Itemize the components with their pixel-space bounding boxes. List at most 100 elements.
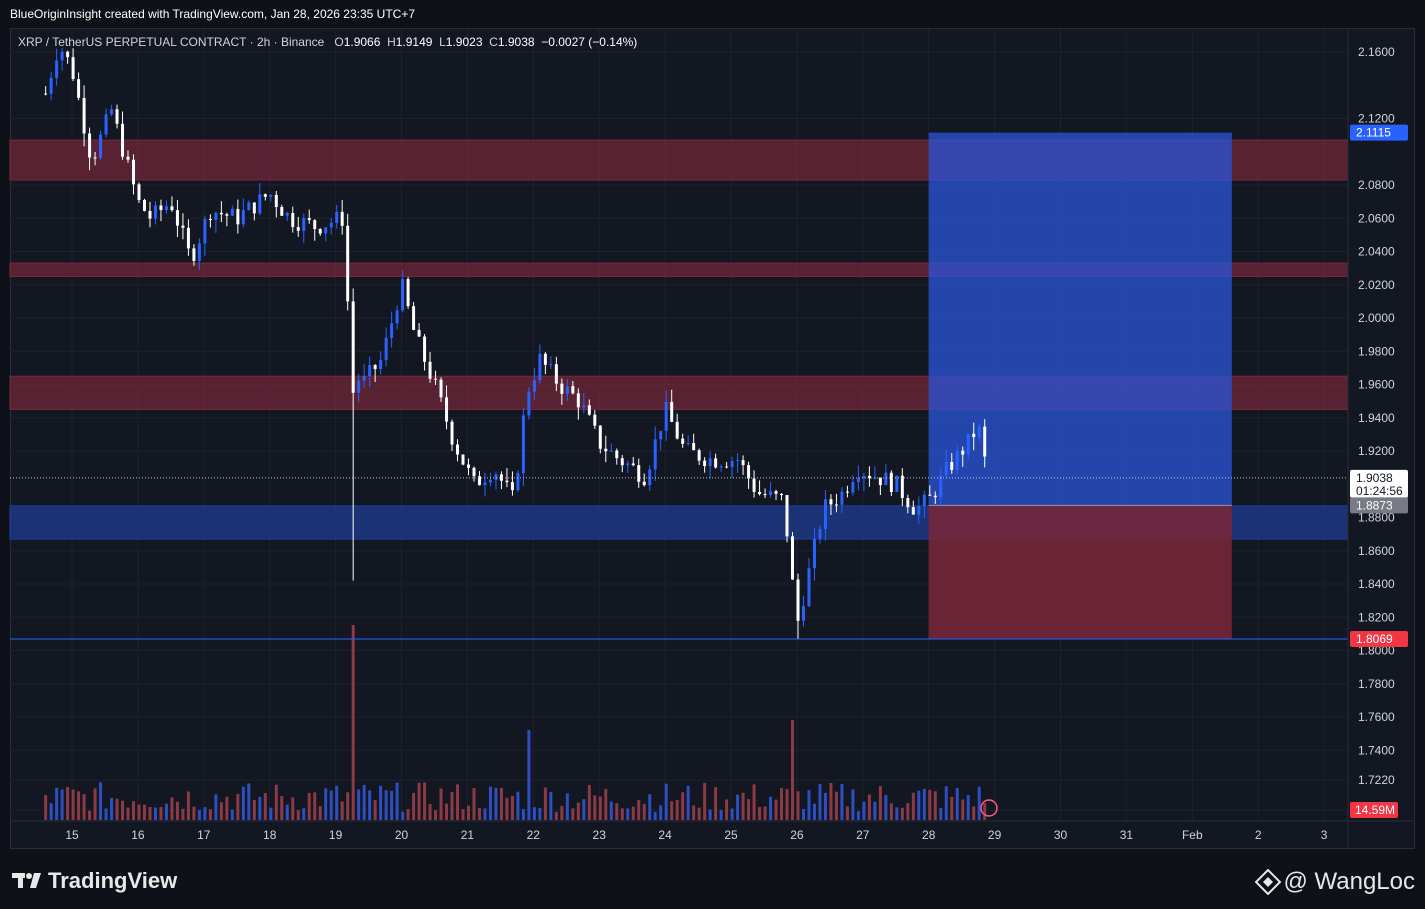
candle-body: [384, 337, 388, 360]
price-tick-label: 2.0600: [1358, 211, 1395, 225]
candle-body: [763, 494, 767, 496]
tradingview-brand[interactable]: TradingView: [48, 868, 178, 893]
price-tick-label: 1.7600: [1358, 710, 1395, 724]
volume-bar: [291, 797, 295, 820]
candle-body: [626, 463, 630, 466]
candle-body: [576, 393, 580, 408]
volume-bar: [834, 791, 838, 820]
volume-bar: [494, 787, 498, 820]
volume-bar: [197, 809, 201, 820]
volume-bar: [851, 789, 855, 820]
candle-body: [708, 458, 712, 467]
volume-bar: [862, 801, 866, 820]
candle-body: [153, 205, 157, 219]
volume-bar: [549, 791, 553, 820]
volume-bar: [609, 801, 613, 820]
volume-bar: [714, 787, 718, 820]
candle-body: [807, 568, 811, 607]
volume-bar: [450, 792, 454, 820]
volume-badge-bg: [1350, 802, 1398, 818]
time-tick-label: 18: [263, 828, 277, 842]
candle-body: [302, 217, 306, 231]
candlestick-chart[interactable]: 2.1600 2.1200 2.0800 2.0600 2.0400 2.0200 2.00…: [0, 0, 1425, 850]
candle-body: [132, 159, 136, 185]
price-tick-label: 2.0800: [1358, 178, 1395, 192]
stop-price-badge: 1.8069: [1356, 632, 1393, 646]
volume-bar: [631, 806, 635, 820]
candle-body: [928, 494, 932, 496]
volume-bar: [873, 801, 877, 820]
volume-bar: [346, 792, 350, 820]
symbol-legend: XRP / TetherUS PERPETUAL CONTRACT · 2h ·…: [18, 35, 637, 49]
target-price-badge: 2.1115: [1356, 126, 1391, 140]
time-tick-label: 30: [1054, 828, 1068, 842]
candle-body: [730, 461, 734, 468]
candle-body: [445, 397, 449, 422]
volume-bar: [686, 785, 690, 820]
candle-body: [291, 213, 295, 228]
target-price-badge-bg: [1350, 124, 1408, 141]
volume-bar: [565, 793, 569, 820]
volume-bar: [538, 807, 542, 820]
volume-bar: [527, 730, 531, 820]
candle-body: [406, 279, 410, 307]
last-price-badge-countdown: 01:24:56: [1356, 484, 1403, 498]
candle-body: [362, 375, 366, 381]
time-tick-label: 20: [395, 828, 409, 842]
volume-bar: [423, 782, 427, 820]
volume-bar: [208, 809, 212, 820]
candle-body: [395, 310, 399, 324]
high-label: H: [387, 35, 396, 49]
candle-body: [527, 391, 531, 416]
volume-bar: [653, 811, 657, 820]
volume-bar: [692, 805, 696, 820]
candle-body: [516, 473, 520, 491]
volume-bar: [148, 807, 152, 820]
candle-body: [593, 414, 597, 426]
candle-body: [510, 482, 514, 491]
volume-bar: [104, 808, 108, 820]
volume-bar: [856, 811, 860, 820]
volume-bar: [368, 790, 372, 820]
time-axis[interactable]: 15 16 17 18 19 20 21 22 23 24 25 26 27 28 29 30 31 Feb 2 3: [10, 820, 1415, 842]
volume-bar: [110, 797, 114, 820]
volume-bar: [889, 803, 893, 820]
volume-bar: [77, 791, 81, 820]
time-tick-label: 28: [922, 828, 936, 842]
volume-bar: [725, 799, 729, 820]
volume-bar: [922, 788, 926, 820]
volume-bar: [357, 789, 361, 820]
candle-body: [274, 194, 278, 208]
candle-body: [461, 454, 465, 465]
candle-body: [840, 491, 844, 505]
volume-bar: [186, 791, 190, 820]
volume-bar: [247, 783, 251, 820]
long-position-tool[interactable]: [928, 132, 1232, 640]
time-tick-label: 19: [329, 828, 343, 842]
volume-bar: [752, 784, 756, 820]
candle-body: [505, 480, 509, 483]
volume-bar: [928, 789, 932, 820]
volume-bar: [642, 803, 646, 820]
price-axis[interactable]: 2.1600 2.1200 2.0800 2.0600 2.0400 2.0200 2.00…: [1347, 29, 1395, 848]
last-price-badge-bg: [1350, 469, 1408, 498]
volume-bar: [126, 807, 130, 820]
candle-body: [961, 450, 965, 455]
entry-price-badge-bg: [1350, 497, 1408, 514]
volume-bar: [670, 801, 674, 820]
price-tick-label: 1.9600: [1358, 378, 1395, 392]
candle-body: [801, 606, 805, 621]
volume-bar: [307, 792, 311, 820]
price-tick-label: 2.1600: [1358, 45, 1395, 59]
candle-body: [571, 386, 575, 394]
volume-bar: [269, 807, 273, 820]
volume-bar: [818, 784, 822, 820]
candle-body: [752, 478, 756, 492]
candle-body: [889, 472, 893, 493]
volume-bar: [774, 799, 778, 820]
symbol-name[interactable]: XRP / TetherUS PERPETUAL CONTRACT · 2h ·…: [18, 35, 325, 49]
candle-body: [675, 421, 679, 439]
time-tick-label: 29: [988, 828, 1002, 842]
volume-bar: [571, 808, 575, 820]
